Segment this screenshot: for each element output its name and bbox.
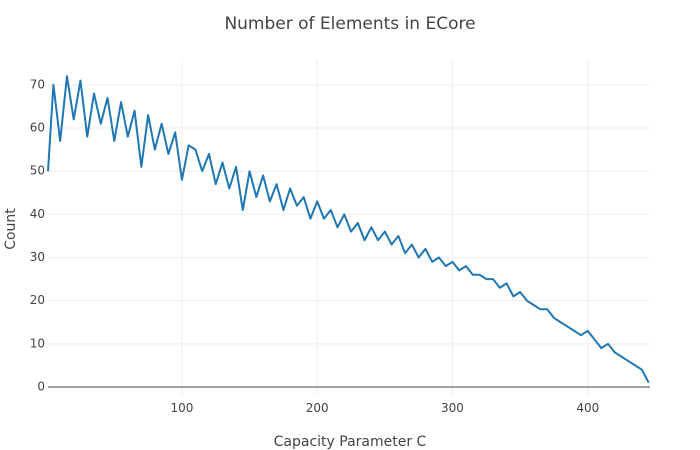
x-tick-label: 200 [306, 401, 329, 415]
y-tick-label: 70 [30, 77, 45, 91]
x-tick-label: 100 [170, 401, 193, 415]
y-tick-label: 40 [30, 207, 45, 221]
chart-title: Number of Elements in ECore [224, 14, 475, 34]
y-tick-label: 20 [30, 293, 45, 307]
x-tick-label: 300 [441, 401, 464, 415]
x-tick-label: 400 [576, 401, 599, 415]
y-tick-label: 50 [30, 164, 45, 178]
x-axis-title: Capacity Parameter C [274, 434, 427, 450]
y-tick-label: 10 [30, 336, 45, 350]
y-tick-label: 0 [37, 379, 45, 393]
y-tick-label: 60 [30, 121, 45, 135]
y-axis-title: Count [3, 208, 19, 250]
y-tick-label: 30 [30, 250, 45, 264]
data-line [47, 75, 650, 384]
